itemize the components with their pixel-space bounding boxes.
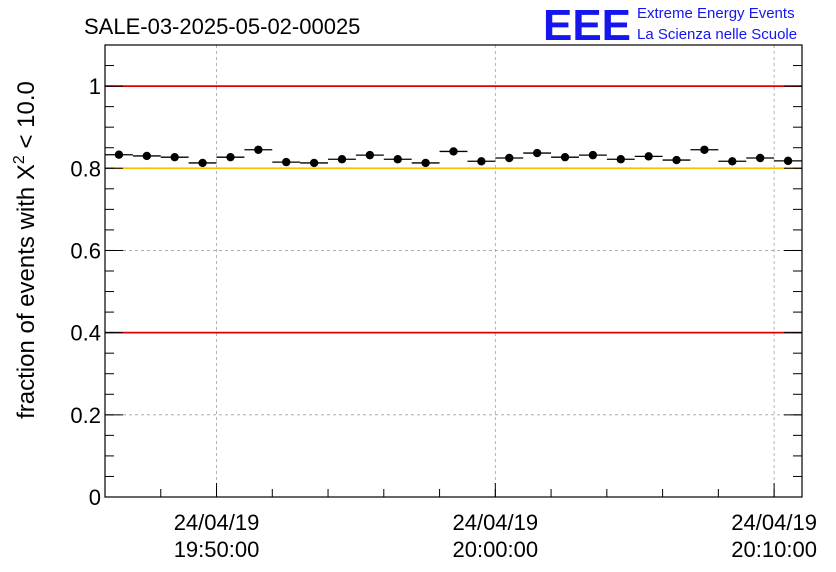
- data-point: [282, 157, 291, 167]
- data-point: [365, 150, 375, 160]
- axis-ticks: [104, 44, 802, 498]
- data-point: [170, 152, 179, 162]
- data-point: [477, 157, 486, 166]
- x-tick-date: 24/04/19: [731, 510, 817, 535]
- x-tick-time: 20:10:00: [731, 537, 817, 562]
- data-point: [114, 150, 124, 159]
- x-tick-date: 24/04/19: [452, 510, 538, 535]
- x-tick-time: 20:00:00: [452, 537, 538, 562]
- logo-letters: EEE: [543, 1, 631, 50]
- x-tick-date: 24/04/19: [174, 510, 260, 535]
- data-point: [505, 153, 514, 163]
- data-point: [393, 155, 402, 164]
- chart-title: SALE-03-2025-05-02-00025: [84, 14, 360, 39]
- data-point: [226, 152, 235, 162]
- logo-line-1: Extreme Energy Events: [637, 5, 795, 22]
- data-point: [142, 151, 152, 161]
- data-point: [532, 148, 542, 158]
- y-tick-label: 0.8: [70, 156, 101, 181]
- data-point: [588, 150, 598, 160]
- grid-layer: [105, 45, 802, 497]
- reference-lines: [105, 85, 802, 334]
- data-point: [728, 157, 737, 166]
- data-point: [254, 145, 263, 154]
- x-tick-time: 19:50:00: [174, 537, 260, 562]
- data-point: [616, 155, 625, 164]
- tick-labels: 00.20.40.60.8124/04/1919:50:0024/04/1920…: [70, 74, 817, 562]
- y-tick-label: 0.6: [70, 238, 101, 263]
- data-point: [198, 158, 207, 168]
- data-point: [783, 156, 793, 166]
- data-point: [449, 147, 458, 156]
- data-point: [421, 158, 430, 168]
- y-tick-label: 0.2: [70, 403, 101, 428]
- data-point: [755, 153, 765, 163]
- y-tick-label: 0: [89, 485, 101, 510]
- eee-logo: EEE Extreme Energy Events La Scienza nel…: [543, 1, 797, 50]
- y-axis-title: fraction of events with X2 < 10.0: [11, 81, 40, 419]
- data-point: [700, 145, 709, 154]
- y-tick-label: 0.4: [70, 321, 101, 346]
- y-tick-label: 1: [89, 74, 101, 99]
- data-point: [309, 158, 319, 168]
- data-point: [644, 152, 653, 161]
- data-point: [560, 152, 570, 162]
- logo-line-2: La Scienza nelle Scuole: [637, 26, 797, 43]
- data-point: [337, 155, 347, 164]
- plot-frame: [104, 44, 803, 498]
- data-point: [672, 155, 681, 165]
- data-points: [105, 145, 802, 168]
